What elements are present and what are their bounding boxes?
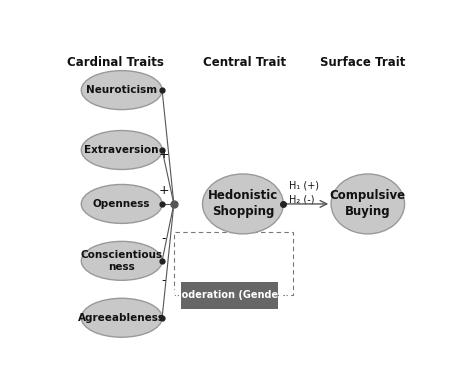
Ellipse shape — [202, 174, 283, 234]
Ellipse shape — [82, 298, 162, 337]
Text: Compulsive
Buying: Compulsive Buying — [330, 189, 406, 219]
Text: Surface Trait: Surface Trait — [320, 56, 405, 69]
Text: Central Trait: Central Trait — [202, 56, 286, 69]
Text: Agreeableness: Agreeableness — [78, 313, 165, 323]
Text: Openness: Openness — [93, 199, 150, 209]
Text: Conscientious
ness: Conscientious ness — [81, 250, 163, 272]
Text: Moderation (Gender): Moderation (Gender) — [172, 290, 287, 300]
Ellipse shape — [82, 184, 162, 223]
Text: H₂ (-): H₂ (-) — [289, 194, 314, 205]
Text: Hedonistic
Shopping: Hedonistic Shopping — [208, 189, 278, 219]
Text: Neuroticism: Neuroticism — [86, 85, 157, 95]
Text: Extraversion: Extraversion — [84, 145, 159, 155]
Ellipse shape — [331, 174, 405, 234]
Ellipse shape — [82, 71, 162, 110]
FancyBboxPatch shape — [181, 282, 278, 309]
Text: Cardinal Traits: Cardinal Traits — [66, 56, 164, 69]
Text: -: - — [162, 274, 166, 287]
Ellipse shape — [82, 241, 162, 280]
Text: H₁ (+): H₁ (+) — [289, 181, 319, 191]
Ellipse shape — [82, 131, 162, 170]
Text: +: + — [159, 184, 169, 197]
Text: +: + — [159, 148, 169, 161]
Text: -: - — [162, 232, 166, 245]
